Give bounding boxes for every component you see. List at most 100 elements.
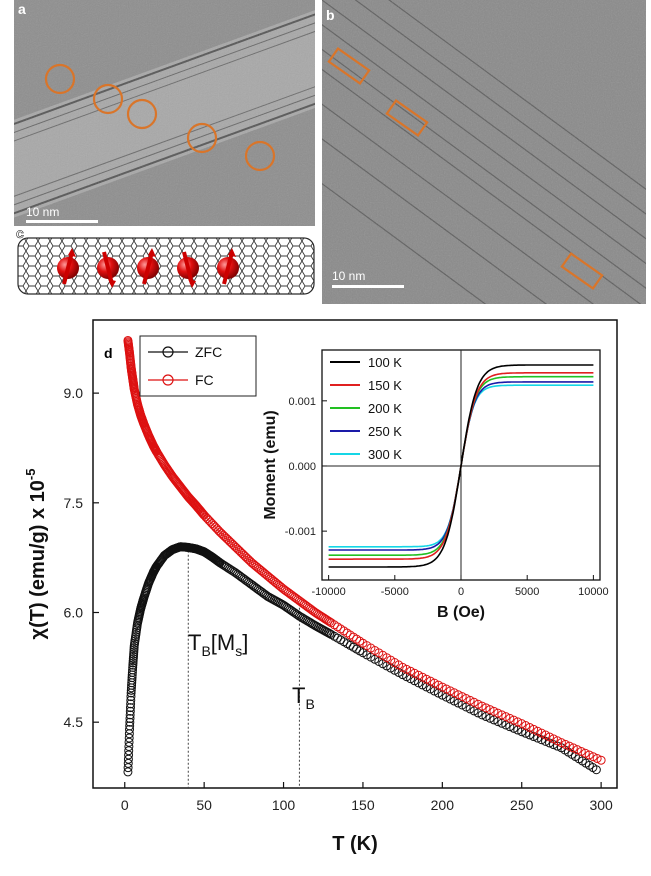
inset-legend-label: 150 K xyxy=(368,378,402,393)
series-fc xyxy=(123,335,606,765)
svg-text:TB[Ms]: TB[Ms] xyxy=(188,630,248,659)
data-point xyxy=(126,695,136,705)
data-point xyxy=(493,708,503,718)
series-zfc xyxy=(123,542,601,777)
data-point xyxy=(225,536,235,546)
panel-b-label: b xyxy=(326,7,335,23)
inset-y-tick-label: 0.000 xyxy=(288,461,316,473)
data-point xyxy=(596,755,606,765)
data-point xyxy=(236,547,246,557)
ann1-suffix-sub: s xyxy=(235,643,242,659)
annotation-tb: TB xyxy=(292,683,315,712)
data-point xyxy=(128,665,138,675)
panel-b-scale-label: 10 nm xyxy=(332,269,365,283)
panel-a-tem-image: 10 nm a xyxy=(14,0,315,226)
inset-legend: 100 K 150 K 200 K 250 K 300 K xyxy=(330,355,402,462)
panel-d-svg: 0 50 100 150 200 250 300 4.5 6.0 7.5 9.0 T (K) χ(T) … xyxy=(0,310,651,876)
y-axis-title: χ(T) (emu/g) x 10-5 xyxy=(23,469,49,640)
x-tick-label: 100 xyxy=(272,797,296,813)
data-point xyxy=(513,717,523,727)
panel-b-svg: 10 nm b xyxy=(322,0,646,304)
data-point xyxy=(209,520,219,530)
data-point xyxy=(201,512,211,522)
y-axis-title-exponent: -5 xyxy=(23,469,38,481)
data-point xyxy=(239,550,249,560)
data-point xyxy=(485,713,495,723)
y-tick-label: 6.0 xyxy=(64,605,84,621)
data-point xyxy=(232,544,242,554)
panel-c-nanotube xyxy=(17,237,315,295)
main-plot-frame xyxy=(92,319,618,789)
data-point xyxy=(229,541,239,551)
data-point xyxy=(125,714,135,724)
panel-a-scale-bar xyxy=(26,220,98,223)
data-point xyxy=(125,703,135,713)
inset-x-tick-label: -10000 xyxy=(311,586,345,598)
panel-c-schematic: c xyxy=(14,226,315,304)
data-point xyxy=(505,713,515,723)
inset-legend-entry: 150 K xyxy=(330,378,402,393)
inset-x-axis-title: B (Oe) xyxy=(437,604,485,621)
data-point xyxy=(501,712,511,722)
data-point xyxy=(202,514,212,524)
inset-y-tick-label: -0.001 xyxy=(285,526,316,538)
data-point xyxy=(556,738,566,748)
data-point xyxy=(125,706,135,716)
panel-a-scale-label: 10 nm xyxy=(26,205,59,219)
main-plot: 0 50 100 150 200 250 300 4.5 6.0 7.5 9.0 T (K) χ(T) … xyxy=(23,319,618,855)
data-point xyxy=(497,710,507,720)
panel-b-scale-bar xyxy=(332,285,404,288)
inset-legend-entry: 250 K xyxy=(330,424,402,439)
y-tick-label: 7.5 xyxy=(64,495,84,511)
inset-legend-entry: 100 K xyxy=(330,355,402,370)
inset-x-tick-label: 5000 xyxy=(515,586,539,598)
data-point xyxy=(212,555,222,565)
panel-b-tem-image: 10 nm b xyxy=(322,0,646,304)
x-tick-label: 200 xyxy=(431,797,455,813)
inset-x-tick-label: -5000 xyxy=(381,586,409,598)
data-point xyxy=(204,515,214,525)
x-tick-label: 0 xyxy=(121,797,129,813)
x-tick-label: 300 xyxy=(589,797,613,813)
data-point xyxy=(584,750,594,760)
x-tick-label: 150 xyxy=(351,797,375,813)
data-point xyxy=(580,748,590,758)
data-point xyxy=(126,692,136,702)
inset-plot: -10000 -5000 0 5000 10000 -0.001 0.000 0.001 B (… xyxy=(262,349,609,621)
data-point xyxy=(221,533,231,543)
data-point xyxy=(592,753,602,763)
data-point xyxy=(215,527,225,537)
data-point xyxy=(226,538,236,548)
x-tick-label: 50 xyxy=(196,797,212,813)
data-point xyxy=(325,617,335,627)
inset-curve-100k xyxy=(328,364,594,568)
data-point xyxy=(212,524,222,534)
main-legend: ZFC FC xyxy=(139,335,257,397)
data-point xyxy=(325,629,335,639)
panel-a-particle-markers xyxy=(44,63,276,172)
inset-legend-label: 250 K xyxy=(368,424,402,439)
panel-a-label: a xyxy=(18,1,26,17)
data-point xyxy=(217,529,227,539)
inset-legend-entry: 300 K xyxy=(330,447,402,462)
inset-y-tick-label: 0.001 xyxy=(288,396,316,408)
data-point xyxy=(220,532,230,542)
ann1-suffix: [M xyxy=(211,630,235,655)
data-point xyxy=(564,741,574,751)
legend-label-zfc: ZFC xyxy=(195,344,222,360)
panel-c-svg: c xyxy=(14,226,315,304)
data-point xyxy=(509,715,519,725)
data-point xyxy=(127,667,137,677)
data-point xyxy=(125,710,135,720)
inset-legend-label: 300 K xyxy=(368,447,402,462)
x-axis-title: T (K) xyxy=(332,833,378,855)
panel-d-chart: 0 50 100 150 200 250 300 4.5 6.0 7.5 9.0 T (K) χ(T) … xyxy=(0,310,651,876)
inset-legend-entry: 200 K xyxy=(330,401,402,416)
data-point xyxy=(207,519,217,529)
y-axis-title-main: χ(T) (emu/g) x 10 xyxy=(27,480,49,639)
ann1-t: T xyxy=(188,630,201,655)
svg-text:TB: TB xyxy=(292,683,315,712)
inset-y-axis-title: Moment (emu) xyxy=(262,410,279,519)
data-point xyxy=(560,739,570,749)
data-point xyxy=(481,703,491,713)
